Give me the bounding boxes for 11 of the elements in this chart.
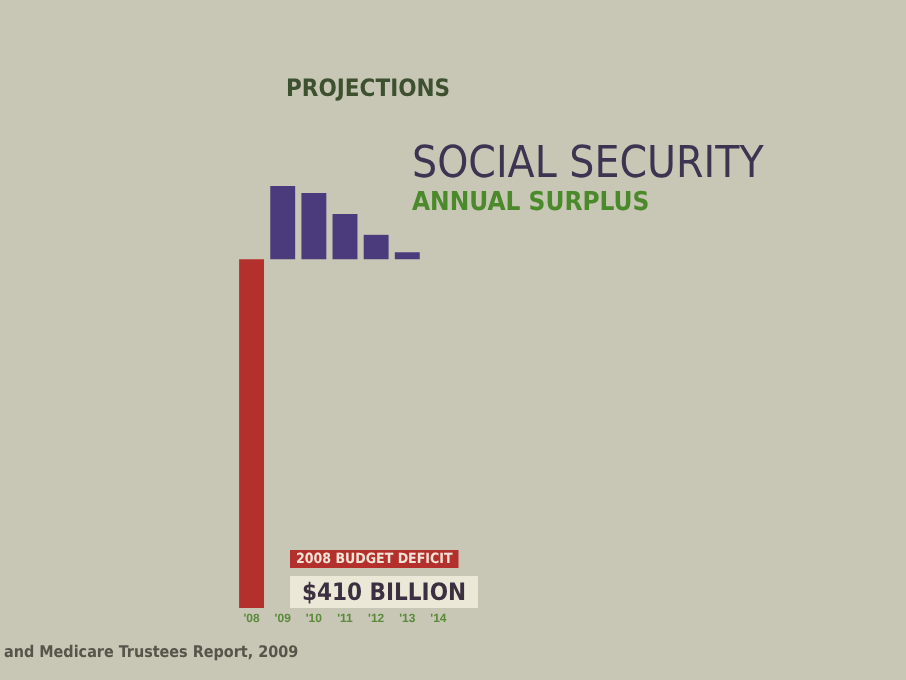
annotation: $410 BILLION [302, 578, 467, 606]
bar [301, 192, 327, 260]
text: and Medicare Trustees Report, 2009 [4, 643, 299, 661]
bar [363, 234, 389, 260]
bar [270, 186, 296, 260]
bar [394, 252, 420, 260]
text: PROJECTIONS [286, 74, 451, 102]
text: ANNUAL SURPLUS [412, 188, 650, 218]
text: SOCIAL SECURITY [412, 139, 766, 189]
bar [239, 259, 265, 608]
bar [332, 213, 358, 260]
